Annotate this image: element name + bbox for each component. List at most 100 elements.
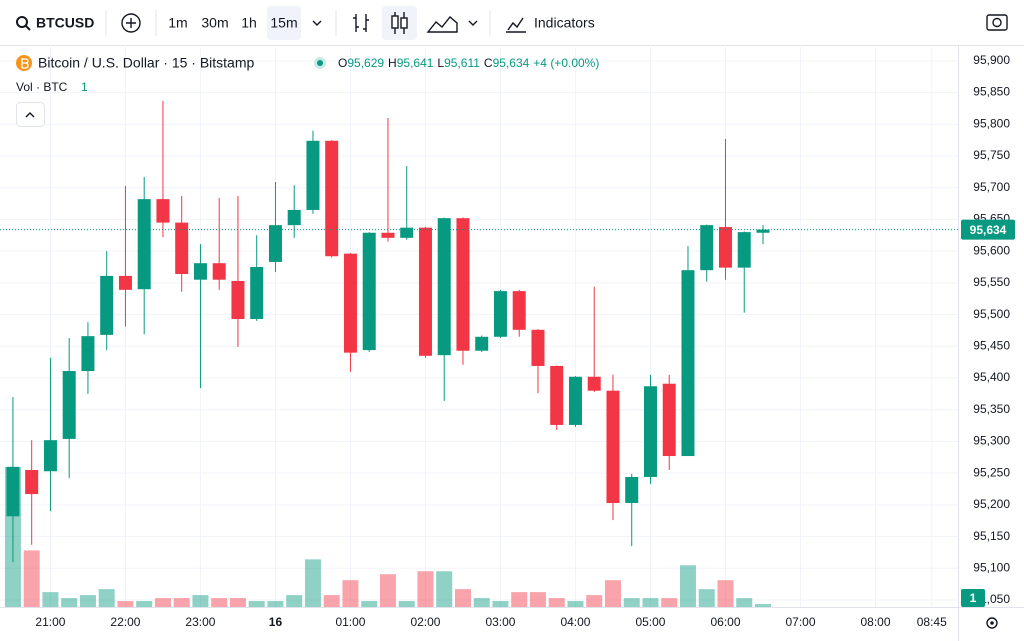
candle-body bbox=[662, 383, 676, 457]
y-tick-label: 95,300 bbox=[973, 434, 1010, 448]
chart-type-menu[interactable] bbox=[468, 20, 478, 26]
x-tick-label: 06:00 bbox=[710, 615, 740, 629]
search-icon-handle bbox=[25, 25, 31, 31]
x-tick-label: 23:00 bbox=[185, 615, 215, 629]
y-tick-label: 95,200 bbox=[973, 497, 1010, 511]
candle-body bbox=[475, 336, 489, 351]
candle-body bbox=[493, 291, 507, 337]
candle-body bbox=[268, 225, 282, 262]
x-tick-label: 08:00 bbox=[860, 615, 890, 629]
y-tick-label: 95,550 bbox=[973, 275, 1010, 289]
axis-settings-dot bbox=[990, 621, 994, 625]
x-tick-label: 07:00 bbox=[785, 615, 815, 629]
toolbar-bg bbox=[0, 0, 1024, 45]
market-status-dot bbox=[317, 60, 323, 66]
candle-body bbox=[737, 232, 751, 268]
volume-bar bbox=[323, 595, 340, 607]
candle-body bbox=[25, 469, 39, 495]
candle-body bbox=[118, 275, 132, 290]
candle-body bbox=[250, 267, 264, 320]
candle-body bbox=[381, 232, 395, 238]
candle-body bbox=[437, 218, 451, 356]
candle-body bbox=[512, 291, 526, 330]
add-symbol-plus bbox=[126, 18, 136, 28]
candle-body bbox=[568, 376, 582, 425]
add-symbol[interactable] bbox=[121, 13, 141, 33]
x-tick-label: 16 bbox=[269, 615, 283, 629]
candle-body bbox=[212, 263, 226, 280]
interval-button[interactable]: 15m bbox=[270, 15, 297, 31]
candle-body bbox=[343, 253, 357, 353]
legend: Bitcoin / U.S. Dollar · 15 · Bitstamp O9… bbox=[16, 55, 599, 127]
symbol[interactable]: BTCUSD bbox=[36, 15, 94, 31]
axis-settings[interactable] bbox=[986, 617, 998, 629]
y-tick-label: 95,850 bbox=[973, 85, 1010, 99]
candle-body bbox=[625, 476, 639, 503]
volume-bar bbox=[211, 598, 228, 607]
volume-bar bbox=[717, 580, 734, 607]
area-icon[interactable] bbox=[426, 15, 458, 33]
toolbar: BTCUSD 1m 30m 1h 15m Indicators bbox=[0, 0, 1024, 46]
volume-bar bbox=[342, 580, 359, 607]
bars-icon[interactable] bbox=[353, 14, 369, 32]
symbol-logo-mark bbox=[21, 58, 29, 69]
candle-body bbox=[700, 225, 714, 271]
candle-body bbox=[306, 140, 320, 210]
y-tick-label: 95,100 bbox=[973, 560, 1010, 574]
change: +4 (+0.00%) bbox=[533, 56, 599, 70]
interval-button[interactable]: 30m bbox=[201, 15, 228, 31]
y-tick-label: 95,350 bbox=[973, 402, 1010, 416]
volume-bar bbox=[379, 574, 396, 607]
volume-bar bbox=[154, 598, 171, 607]
candle-body bbox=[325, 140, 339, 257]
y-tick-label: 95,250 bbox=[973, 465, 1010, 479]
ohlc-value: 95,611 bbox=[444, 56, 480, 70]
snapshot-icon[interactable] bbox=[986, 14, 1008, 31]
candle-body bbox=[100, 275, 114, 335]
y-tick-label: 95,900 bbox=[973, 53, 1010, 67]
candle-body bbox=[587, 376, 601, 391]
interval-button[interactable]: 1h bbox=[241, 15, 257, 31]
volume-bar bbox=[473, 598, 490, 607]
volume-badge-label: 1 bbox=[970, 591, 977, 605]
axes: 1,050 95,100 95,150 95,200 95,250 95,300 95,35… bbox=[35, 53, 1015, 629]
volume-bar bbox=[698, 589, 715, 607]
x-tick-label: 05:00 bbox=[635, 615, 665, 629]
volume-bar bbox=[61, 598, 78, 607]
candle-body bbox=[643, 386, 657, 477]
volume-bar bbox=[304, 559, 321, 607]
candle-body bbox=[362, 232, 376, 351]
candle-body bbox=[137, 199, 151, 290]
volume-bar bbox=[754, 604, 771, 607]
grid bbox=[0, 45, 958, 607]
volume-bar bbox=[267, 601, 284, 607]
candle-body bbox=[6, 466, 20, 517]
y-tick-label: 1,050 bbox=[980, 592, 1010, 606]
volume-bars bbox=[4, 467, 771, 607]
y-tick-label: 95,400 bbox=[973, 370, 1010, 384]
candles-active-bg bbox=[382, 6, 417, 40]
x-tick-label: 01:00 bbox=[335, 615, 365, 629]
interval-menu[interactable] bbox=[312, 20, 322, 26]
volume-bar bbox=[361, 601, 378, 607]
indicators-icon[interactable] bbox=[506, 17, 526, 33]
series-title: Bitcoin / U.S. Dollar · 15 · Bitstamp bbox=[38, 55, 255, 71]
y-tick-label: 95,750 bbox=[973, 148, 1010, 162]
interval-button[interactable]: 1m bbox=[168, 15, 187, 31]
volume-bar bbox=[117, 601, 134, 607]
ohlc-value: 95,634 bbox=[493, 56, 530, 70]
collapse-icon bbox=[25, 112, 35, 118]
interval-active-bg bbox=[267, 6, 301, 40]
search-icon[interactable] bbox=[16, 16, 28, 28]
ohlc-values: O95,629 H95,641 L95,611 C95,634 +4 (+0.00%) bbox=[338, 56, 599, 70]
indicators-button[interactable]: Indicators bbox=[534, 15, 595, 31]
volume-bar bbox=[586, 595, 603, 607]
collapse-button[interactable] bbox=[16, 102, 45, 127]
volume-bar bbox=[736, 598, 753, 607]
candle-body bbox=[418, 227, 432, 356]
last-price-badge bbox=[961, 219, 1015, 240]
volume-bar bbox=[642, 598, 659, 607]
x-tick-label: 04:00 bbox=[560, 615, 590, 629]
volume-bar bbox=[79, 595, 96, 607]
